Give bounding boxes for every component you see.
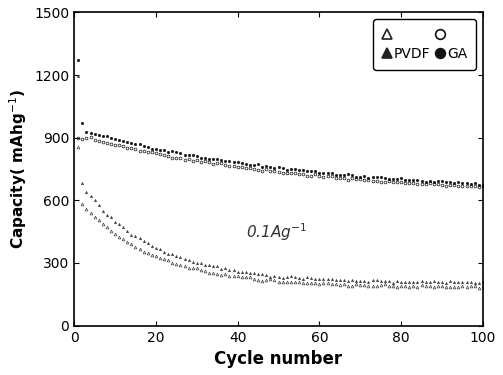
Legend:  , PVDF,  , GA: , PVDF, , GA: [373, 20, 476, 70]
Y-axis label: Capacity( mAhg$^{-1}$): Capacity( mAhg$^{-1}$): [7, 89, 29, 249]
Text: 0.1Ag$^{-1}$: 0.1Ag$^{-1}$: [246, 221, 307, 243]
X-axis label: Cycle number: Cycle number: [214, 350, 343, 368]
